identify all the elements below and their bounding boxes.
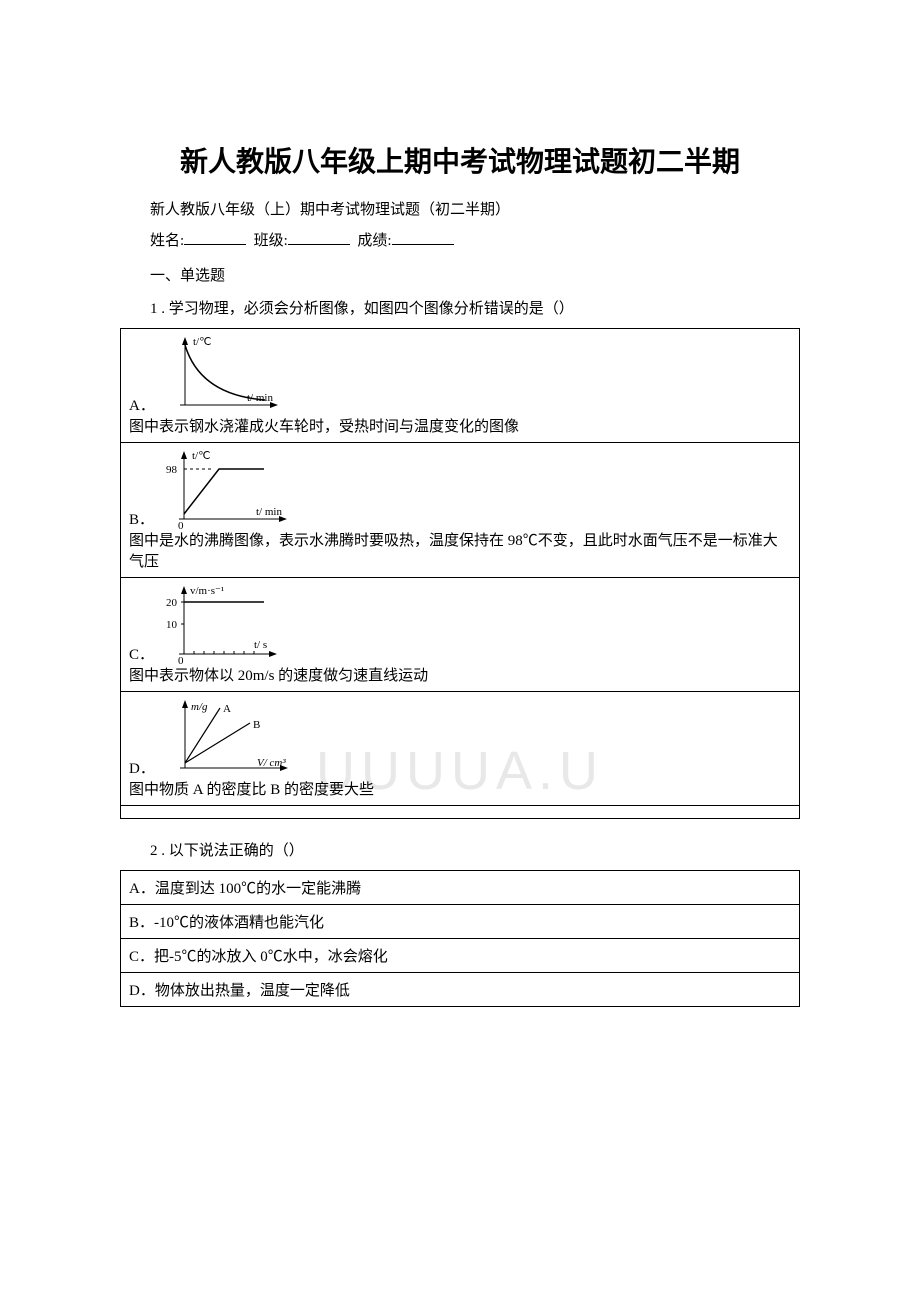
form-line: 姓名: 班级: 成绩: [120,229,800,250]
q1-chart-d: m/g V/ cm³ A B [165,698,315,778]
q1-opt-d-cell: D． m/g V/ cm³ A B 图中物质 A 的密度比 B 的密度要大些 [121,692,800,806]
section-heading: 一、单选题 [120,264,800,285]
q2-opt-a: A．温度到达 100℃的水一定能沸腾 [121,871,800,905]
q1-opt-c-caption: 图中表示物体以 20m/s 的速度做匀速直线运动 [129,664,791,685]
score-label: 成绩: [357,233,391,249]
q1-opt-a-caption: 图中表示钢水浇灌成火车轮时，受热时间与温度变化的图像 [129,415,791,436]
q1-opt-d-letter: D． [129,757,155,778]
page-container: UUUUA.U 新人教版八年级上期中考试物理试题初二半期 新人教版八年级（上）期… [120,140,800,1007]
chart-d-line-a [185,708,220,763]
class-label: 班级: [254,233,288,249]
chart-d-label-a: A [223,703,231,715]
q1-chart-a: t/℃ t/ min [165,335,295,415]
q1-chart-b: t/℃ t/ min 98 0 [164,449,314,529]
q1-opt-a-cell: A． t/℃ t/ min 图中表示钢水浇灌成火车轮时，受热时间与温度变化的图像 [121,329,800,443]
q1-opt-b-cell: B． t/℃ t/ min 98 0 图中是水的沸腾图像，表示水沸腾时要吸热，温… [121,443,800,578]
q1-empty-row [121,806,800,819]
chart-c-ytick-20: 20 [166,597,178,609]
chart-c-ytick-10: 10 [166,619,178,631]
name-blank[interactable] [184,230,246,245]
q1-chart-c: v/m·s⁻¹ t/ s 20 10 0 [164,584,304,664]
q1-opt-d-caption: 图中物质 A 的密度比 B 的密度要大些 [129,778,791,799]
q2-opt-b: B．-10℃的液体酒精也能汽化 [121,905,800,939]
subtitle: 新人教版八年级（上）期中考试物理试题（初二半期） [120,198,800,219]
q1-opt-a-letter: A． [129,394,155,415]
name-label: 姓名: [150,233,184,249]
q2-opt-d: D．物体放出热量，温度一定降低 [121,973,800,1007]
page-title: 新人教版八年级上期中考试物理试题初二半期 [120,140,800,180]
q2-stem: 2 . 以下说法正确的（） [120,839,800,860]
chart-b-xlabel: t/ min [256,506,282,518]
chart-d-xlabel: V/ cm³ [257,757,286,769]
chart-c-ylabel: v/m·s⁻¹ [190,585,224,597]
q1-opt-b-letter: B． [129,508,154,529]
class-blank[interactable] [288,230,350,245]
score-blank[interactable] [392,230,454,245]
q1-options-table: A． t/℃ t/ min 图中表示钢水浇灌成火车轮时，受热时间与温度变化的图像… [120,328,800,819]
q1-stem: 1 . 学习物理，必须会分析图像，如图四个图像分析错误的是（） [120,297,800,318]
chart-b-curve [184,469,264,514]
chart-c-xlabel: t/ s [254,639,267,651]
chart-b-ytick: 98 [166,464,178,476]
chart-a-ylabel: t/℃ [193,336,211,348]
chart-c-zero: 0 [178,655,184,664]
chart-d-ylabel: m/g [191,701,208,713]
q1-opt-c-letter: C． [129,643,154,664]
chart-b-ylabel: t/℃ [192,450,210,462]
q1-opt-c-cell: C． v/m·s⁻¹ t/ s 20 10 [121,578,800,692]
q2-options-table: A．温度到达 100℃的水一定能沸腾 B．-10℃的液体酒精也能汽化 C．把-5… [120,870,800,1007]
q2-opt-c: C．把-5℃的冰放入 0℃水中，冰会熔化 [121,939,800,973]
q1-opt-b-caption: 图中是水的沸腾图像，表示水沸腾时要吸热，温度保持在 98℃不变，且此时水面气压不… [129,529,791,571]
chart-d-label-b: B [253,719,260,731]
chart-d-line-b [185,723,250,763]
chart-b-zero: 0 [178,520,184,529]
